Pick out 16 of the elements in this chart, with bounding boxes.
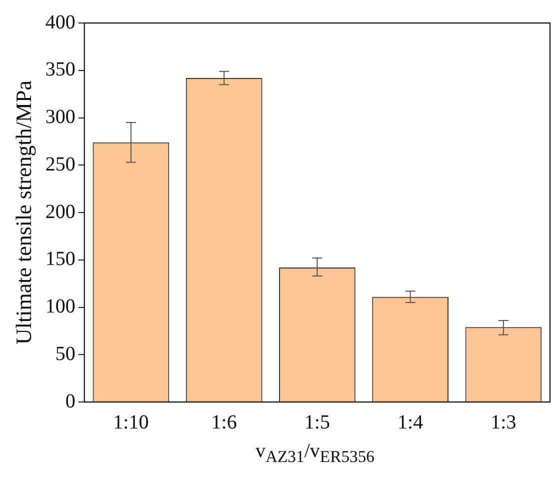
- x-tick-label: 1:6: [211, 411, 237, 434]
- y-tick-label: 250: [45, 153, 76, 176]
- y-tick-label: 300: [45, 106, 76, 128]
- y-tick-label: 0: [65, 390, 76, 412]
- y-tick-label: 350: [45, 58, 76, 81]
- x-axis-title: v$_{AZ31}$/v$_{ER5356}$: [254, 440, 376, 467]
- x-tick-label: 1:10: [113, 411, 149, 434]
- y-tick-label: 200: [45, 200, 76, 223]
- y-tick-label: 400: [45, 11, 76, 34]
- y-tick-label: 50: [55, 342, 76, 365]
- y-axis-title: Ultimate tensile strength/MPa: [10, 80, 36, 344]
- x-tick-label: 1:4: [398, 411, 424, 434]
- y-tick-label: 100: [45, 296, 76, 318]
- x-tick-label: 1:5: [304, 411, 330, 434]
- x-tick-label: 1:3: [490, 411, 516, 434]
- y-tick-label: 150: [45, 248, 76, 270]
